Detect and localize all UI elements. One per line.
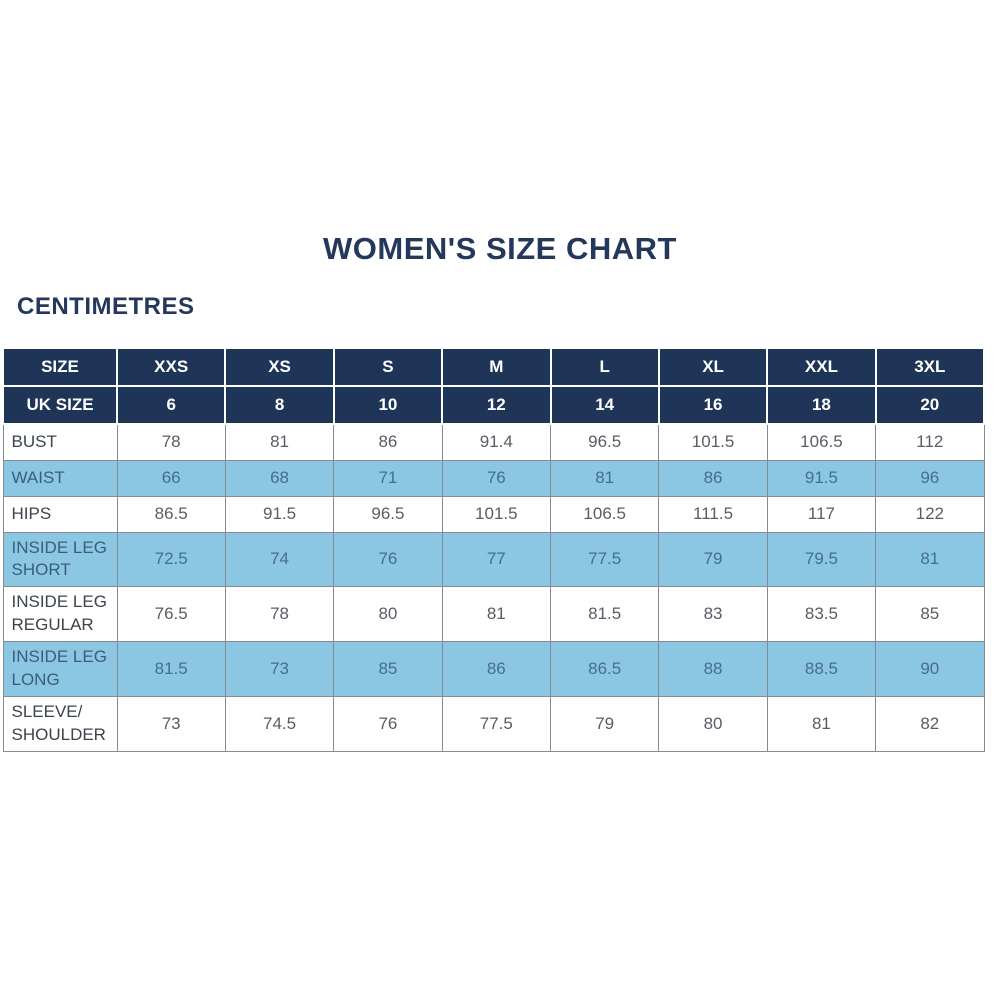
measurement-cell: 77.5 bbox=[549, 531, 660, 588]
measurement-cell: 86 bbox=[658, 459, 768, 497]
size-header-cell: 3XL bbox=[874, 347, 986, 387]
measurement-cell: 122 bbox=[875, 495, 985, 533]
table-row: BUST 78 81 86 91.4 96.5 101.5 106.5 112 bbox=[2, 423, 985, 461]
measurement-cell: 81.5 bbox=[116, 641, 226, 698]
uk-size-header-cell: 16 bbox=[657, 385, 769, 425]
measurement-cell: 106.5 bbox=[766, 423, 877, 461]
measurement-cell: 78 bbox=[116, 423, 226, 461]
measurement-cell: 101.5 bbox=[658, 423, 768, 461]
table-row: SLEEVE/ SHOULDER 73 74.5 76 77.5 79 80 81 82 bbox=[2, 696, 985, 752]
row-label: HIPS bbox=[2, 495, 118, 533]
uk-size-header-cell: 14 bbox=[549, 385, 660, 425]
measurement-cell: 81 bbox=[441, 586, 552, 643]
measurement-cell: 79 bbox=[549, 696, 660, 752]
uk-size-header-cell: 10 bbox=[332, 385, 444, 425]
uk-size-header-cell: 20 bbox=[874, 385, 986, 425]
size-chart-table: SIZE XXS XS S M L XL XXL 3XL UK SIZE 6 8 10 12 14 16 18… bbox=[2, 347, 986, 752]
measurement-cell: 111.5 bbox=[658, 495, 768, 533]
uk-size-header-row: UK SIZE 6 8 10 12 14 16 18 20 bbox=[2, 385, 986, 425]
uk-size-header-cell: 6 bbox=[115, 385, 227, 425]
uk-size-header-cell: 18 bbox=[766, 385, 877, 425]
measurement-cell: 80 bbox=[333, 586, 443, 643]
size-header-cell: XS bbox=[224, 347, 335, 387]
measurement-cell: 96 bbox=[875, 459, 985, 497]
measurement-cell: 81 bbox=[549, 459, 660, 497]
size-header-cell: L bbox=[549, 347, 660, 387]
measurement-cell: 66 bbox=[116, 459, 226, 497]
measurement-cell: 112 bbox=[875, 423, 985, 461]
measurement-cell: 91.4 bbox=[441, 423, 552, 461]
measurement-cell: 68 bbox=[224, 459, 335, 497]
unit-label: CENTIMETRES bbox=[17, 293, 195, 320]
measurement-cell: 77 bbox=[441, 531, 552, 588]
row-label: INSIDE LEG LONG bbox=[2, 641, 118, 698]
size-header-row: SIZE XXS XS S M L XL XXL 3XL bbox=[2, 347, 986, 387]
measurement-cell: 82 bbox=[875, 696, 985, 752]
measurement-cell: 77.5 bbox=[441, 696, 552, 752]
measurement-cell: 74.5 bbox=[224, 696, 335, 752]
row-label: WAIST bbox=[2, 459, 118, 497]
size-header-cell: S bbox=[332, 347, 444, 387]
measurement-rows: BUST 78 81 86 91.4 96.5 101.5 106.5 112 WAIST 66 68… bbox=[2, 423, 985, 752]
size-header-label: SIZE bbox=[2, 347, 118, 387]
measurement-cell: 86 bbox=[441, 641, 552, 698]
measurement-cell: 86 bbox=[333, 423, 443, 461]
measurement-cell: 117 bbox=[766, 495, 877, 533]
uk-size-header-cell: 8 bbox=[224, 385, 335, 425]
measurement-cell: 85 bbox=[333, 641, 443, 698]
uk-size-header-cell: 12 bbox=[441, 385, 552, 425]
measurement-cell: 83.5 bbox=[766, 586, 877, 643]
table-row: INSIDE LEG REGULAR 76.5 78 80 81 81.5 83 83.5 85 bbox=[2, 586, 985, 643]
table-row: WAIST 66 68 71 76 81 86 91.5 96 bbox=[2, 459, 985, 497]
measurement-cell: 96.5 bbox=[549, 423, 660, 461]
table-row: INSIDE LEG LONG 81.5 73 85 86 86.5 88 88.5 90 bbox=[2, 641, 985, 698]
measurement-cell: 76.5 bbox=[116, 586, 226, 643]
measurement-cell: 71 bbox=[333, 459, 443, 497]
size-header-cell: XL bbox=[657, 347, 769, 387]
measurement-cell: 88.5 bbox=[766, 641, 877, 698]
measurement-cell: 80 bbox=[658, 696, 768, 752]
uk-size-header-label: UK SIZE bbox=[2, 385, 118, 425]
measurement-cell: 101.5 bbox=[441, 495, 552, 533]
measurement-cell: 83 bbox=[658, 586, 768, 643]
measurement-cell: 74 bbox=[224, 531, 335, 588]
size-header-cell: XXL bbox=[766, 347, 877, 387]
measurement-cell: 79 bbox=[658, 531, 768, 588]
row-label: SLEEVE/ SHOULDER bbox=[2, 696, 118, 752]
measurement-cell: 90 bbox=[875, 641, 985, 698]
measurement-cell: 81.5 bbox=[549, 586, 660, 643]
measurement-cell: 72.5 bbox=[116, 531, 226, 588]
measurement-cell: 106.5 bbox=[549, 495, 660, 533]
measurement-cell: 85 bbox=[875, 586, 985, 643]
size-header-cell: M bbox=[441, 347, 552, 387]
table-row: INSIDE LEG SHORT 72.5 74 76 77 77.5 79 79.5 81 bbox=[2, 531, 985, 588]
size-header-cell: XXS bbox=[115, 347, 227, 387]
row-label: BUST bbox=[2, 423, 118, 461]
measurement-cell: 91.5 bbox=[766, 459, 877, 497]
measurement-cell: 76 bbox=[441, 459, 552, 497]
measurement-cell: 96.5 bbox=[333, 495, 443, 533]
measurement-cell: 73 bbox=[116, 696, 226, 752]
measurement-cell: 81 bbox=[766, 696, 877, 752]
measurement-cell: 76 bbox=[333, 531, 443, 588]
measurement-cell: 81 bbox=[224, 423, 335, 461]
measurement-cell: 86.5 bbox=[116, 495, 226, 533]
row-label: INSIDE LEG SHORT bbox=[2, 531, 118, 588]
row-label: INSIDE LEG REGULAR bbox=[2, 586, 118, 643]
measurement-cell: 91.5 bbox=[224, 495, 335, 533]
page-title: WOMEN'S SIZE CHART bbox=[323, 231, 677, 266]
table-row: HIPS 86.5 91.5 96.5 101.5 106.5 111.5 117 122 bbox=[2, 495, 985, 533]
measurement-cell: 73 bbox=[224, 641, 335, 698]
measurement-cell: 76 bbox=[333, 696, 443, 752]
measurement-cell: 79.5 bbox=[766, 531, 877, 588]
measurement-cell: 88 bbox=[658, 641, 768, 698]
measurement-cell: 86.5 bbox=[549, 641, 660, 698]
measurement-cell: 78 bbox=[224, 586, 335, 643]
measurement-cell: 81 bbox=[875, 531, 985, 588]
